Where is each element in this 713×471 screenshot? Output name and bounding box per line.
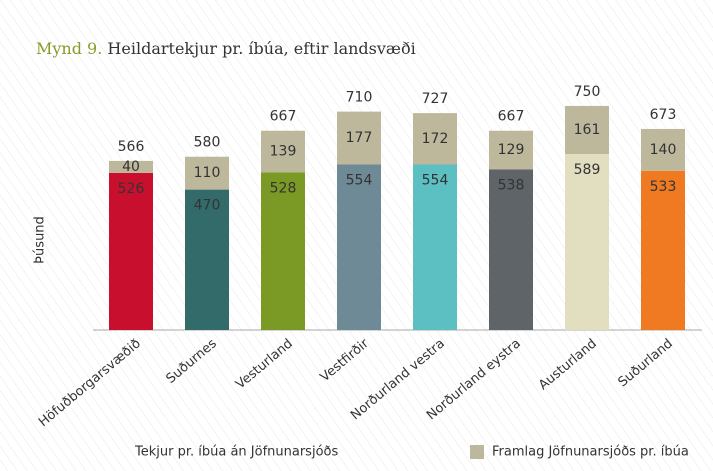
value-label: 129 bbox=[498, 142, 525, 158]
value-label: 554 bbox=[346, 172, 373, 188]
title-label: Mynd 9. bbox=[36, 39, 102, 58]
value-label: 589 bbox=[574, 162, 601, 178]
value-label: 533 bbox=[650, 179, 677, 195]
bar-segment bbox=[261, 130, 305, 173]
legend-label: Framlag Jöfnunarsjóðs pr. íbúa bbox=[492, 445, 689, 460]
bar-segment bbox=[337, 111, 381, 165]
total-label: 710 bbox=[346, 90, 373, 106]
value-label: 139 bbox=[270, 143, 297, 159]
bar-segment bbox=[565, 105, 609, 155]
legend-swatch bbox=[470, 445, 484, 459]
value-label: 526 bbox=[118, 181, 145, 197]
value-label: 470 bbox=[194, 198, 221, 214]
bar-segment bbox=[565, 154, 609, 330]
bar-segment bbox=[185, 156, 229, 190]
total-label: 667 bbox=[498, 109, 525, 125]
total-label: 727 bbox=[422, 91, 449, 107]
value-label: 554 bbox=[422, 172, 449, 188]
total-label: 566 bbox=[118, 139, 145, 155]
bar-segment bbox=[489, 169, 533, 330]
legend-label: Tekjur pr. íbúa án Jöfnunarsjóðs bbox=[134, 445, 338, 460]
bar-segment bbox=[185, 189, 229, 330]
total-label: 673 bbox=[650, 107, 677, 123]
bar-segment bbox=[413, 164, 457, 330]
bar-segment bbox=[337, 164, 381, 330]
value-label: 40 bbox=[122, 159, 140, 175]
total-label: 580 bbox=[194, 135, 221, 151]
bar-segment bbox=[641, 128, 685, 171]
bar-segment bbox=[109, 172, 153, 330]
bar-segment bbox=[489, 130, 533, 170]
total-label: 750 bbox=[574, 84, 601, 100]
title-text: Heildartekjur pr. íbúa, eftir landsvæði bbox=[107, 39, 415, 58]
bar-segment bbox=[109, 160, 153, 173]
bar-segment bbox=[641, 170, 685, 330]
total-label: 667 bbox=[270, 109, 297, 125]
value-label: 140 bbox=[650, 142, 677, 158]
bar-segment bbox=[261, 172, 305, 330]
chart-title: Mynd 9. Heildartekjur pr. íbúa, eftir la… bbox=[36, 39, 416, 58]
y-axis-label: Þúsund bbox=[33, 216, 48, 264]
bar-segment bbox=[413, 113, 457, 165]
value-label: 161 bbox=[574, 122, 601, 138]
value-label: 177 bbox=[346, 130, 373, 146]
value-label: 110 bbox=[194, 165, 221, 181]
value-label: 538 bbox=[498, 177, 525, 193]
value-label: 528 bbox=[270, 180, 297, 196]
value-label: 172 bbox=[422, 131, 449, 147]
